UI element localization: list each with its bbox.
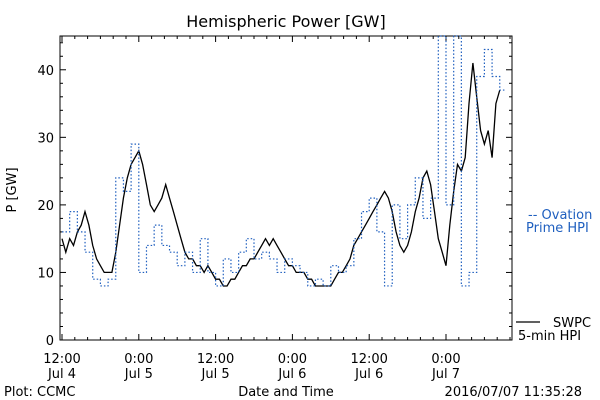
- x-tick-label-time: 0:00: [431, 352, 460, 367]
- x-tick-label-time: 0:00: [278, 352, 307, 367]
- legend-ovation-label: Prime HPI: [526, 221, 589, 236]
- y-tick-label: 0: [46, 334, 54, 349]
- x-tick-label-time: 12:00: [43, 352, 80, 367]
- x-tick-label-date: Jul 5: [201, 367, 230, 382]
- data-series: [61, 35, 507, 287]
- chart-title: Hemispheric Power [GW]: [186, 12, 385, 31]
- plot-timestamp: 2016/07/07 11:35:28: [445, 385, 582, 400]
- y-tick-label: 30: [37, 131, 54, 146]
- x-tick-label-time: 0:00: [124, 352, 153, 367]
- y-axis-label: P [GW]: [5, 167, 20, 212]
- y-tick-label: 40: [37, 64, 54, 79]
- x-tick-label-date: Jul 6: [277, 367, 306, 382]
- legend-swpc-label: SWPC: [553, 316, 591, 331]
- y-axis: 0 10 20 30 40: [37, 42, 512, 349]
- plot-area-frame: [59, 35, 513, 341]
- y-tick-label: 10: [37, 266, 54, 281]
- x-tick-label-time: 12:00: [197, 352, 234, 367]
- swpc-hpi-line: [61, 62, 501, 287]
- ovation-prime-hpi-line: [62, 35, 507, 287]
- x-tick-label-date: Jul 7: [431, 367, 460, 382]
- x-axis-label: Date and Time: [238, 385, 334, 400]
- legend-ovation-label: -- Ovation: [528, 208, 592, 223]
- x-tick-label-date: Jul 4: [47, 367, 76, 382]
- x-tick-label-date: Jul 6: [354, 367, 383, 382]
- x-tick-label-date: Jul 5: [124, 367, 153, 382]
- y-tick-label: 20: [37, 199, 54, 214]
- legend-swpc-label: 5-min HPI: [518, 329, 581, 344]
- plot-credit: Plot: CCMC: [4, 385, 75, 400]
- x-tick-label-time: 12:00: [350, 352, 387, 367]
